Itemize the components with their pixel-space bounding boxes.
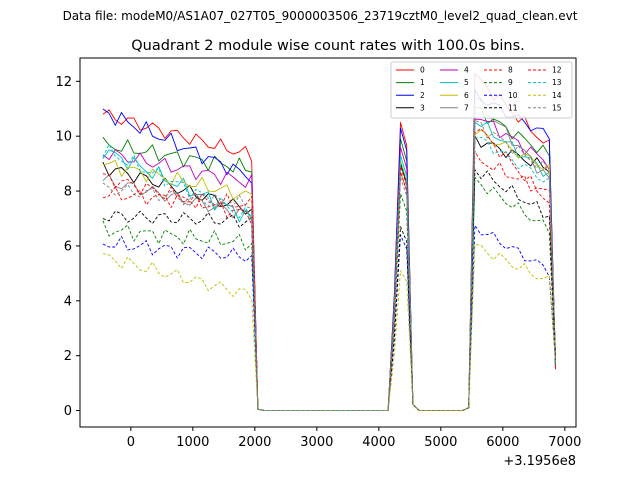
y-tick-label-2: 2 [64,349,72,364]
legend-label-15: 15 [552,103,562,112]
x-tick-label-7000: 7000 [548,435,581,450]
series-line-3 [102,135,556,411]
x-tick-label-6000: 6000 [486,435,519,450]
legend-label-3: 3 [420,103,425,112]
legend-label-6: 6 [464,91,469,100]
series-line-8 [102,151,556,411]
series-line-0 [102,73,556,411]
series-line-15 [102,120,556,411]
legend-label-2: 2 [420,91,425,100]
x-tick-label-1000: 1000 [176,435,209,450]
legend-label-9: 9 [508,78,513,87]
legend-label-4: 4 [464,66,469,75]
y-tick-label-0: 0 [64,404,72,419]
plot-frame [79,57,577,428]
y-tick-label-4: 4 [64,294,72,309]
y-tick-label-8: 8 [64,185,72,200]
series-line-11 [102,169,556,411]
y-tick-label-10: 10 [55,130,72,145]
legend-label-7: 7 [464,103,469,112]
x-tick-label-0: 0 [127,435,135,450]
chart-title: Quadrant 2 module wise count rates with … [131,38,525,54]
legend-label-0: 0 [420,66,425,75]
x-tick-label-4000: 4000 [362,435,395,450]
x-tick-label-3000: 3000 [300,435,333,450]
x-tick-label-5000: 5000 [424,435,457,450]
y-tick-label-12: 12 [55,75,72,90]
series-line-7 [102,97,556,411]
y-tick-label-6: 6 [64,239,72,254]
legend-label-14: 14 [552,91,562,100]
figure-suptitle: Data file: modeM0/AS1A07_027T05_90000035… [63,9,578,23]
series-line-5 [102,121,556,411]
legend-label-1: 1 [420,78,425,87]
x-offset-label: +3.1956e8 [503,454,576,469]
legend-label-10: 10 [508,91,518,100]
series-layer [102,73,556,411]
series-line-14 [102,243,556,411]
series-line-4 [102,118,556,411]
legend-label-8: 8 [508,66,513,75]
legend-label-13: 13 [552,78,562,87]
legend-label-11: 11 [508,103,518,112]
x-tick-label-2000: 2000 [238,435,271,450]
series-line-9 [102,176,556,411]
series-line-1 [102,106,556,411]
series-line-10 [102,224,556,411]
legend-label-5: 5 [464,78,469,87]
series-line-13 [102,136,556,411]
legend-box [390,61,573,119]
legend-label-12: 12 [552,66,562,75]
